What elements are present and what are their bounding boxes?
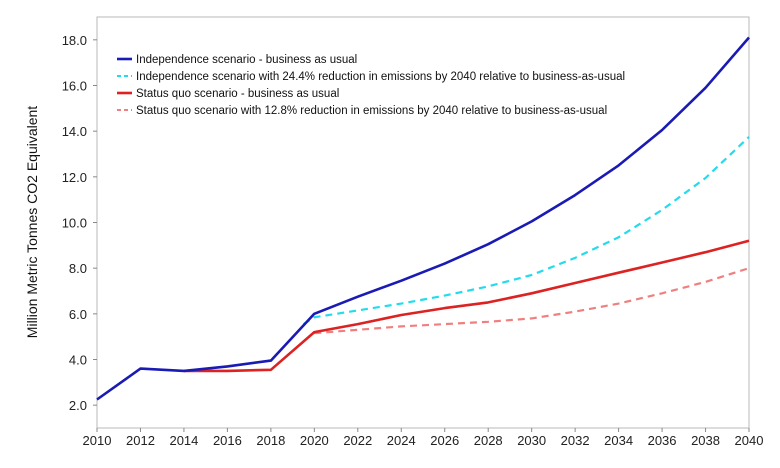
- x-tick-label: 2030: [517, 433, 546, 448]
- legend-label-4: Status quo scenario with 12.8% reduction…: [136, 105, 607, 117]
- series-line-3: [183, 239, 750, 373]
- series-line-2: [302, 136, 750, 326]
- legend: Independence scenario - business as usua…: [117, 54, 625, 117]
- y-tick-label: 4.0: [69, 353, 87, 368]
- legend-label-1: Independence scenario - business as usua…: [136, 54, 357, 66]
- x-tick-label: 2020: [300, 433, 329, 448]
- y-tick-label: 10.0: [62, 216, 87, 231]
- x-tick-label: 2032: [561, 433, 590, 448]
- y-tick-label: 14.0: [62, 124, 87, 139]
- y-tick-label: 2.0: [69, 398, 87, 413]
- y-tick-label: 12.0: [62, 170, 87, 185]
- x-tick-label: 2038: [691, 433, 720, 448]
- series-line-1: [96, 36, 750, 401]
- y-tick-label: 6.0: [69, 307, 87, 322]
- x-tick-label: 2028: [474, 433, 503, 448]
- plot-area: [96, 16, 750, 429]
- x-tick-label: 2012: [126, 433, 155, 448]
- legend-label-2: Independence scenario with 24.4% reducti…: [136, 71, 625, 83]
- x-tick-label: 2018: [256, 433, 285, 448]
- y-tick-label: 8.0: [69, 261, 87, 276]
- x-tick-label: 2024: [387, 433, 416, 448]
- y-axis-ticks: 2.0 4.0 6.0 8.0 10.0 12.0 14.0 16.0 18.0: [62, 33, 97, 413]
- legend-label-3: Status quo scenario - business as usual: [136, 88, 339, 100]
- x-axis-ticks: 2010 2012 2014 2016 2018 2020 2022 2024 2026 2028…: [83, 428, 764, 448]
- x-tick-label: 2010: [83, 433, 112, 448]
- x-tick-label: 2040: [735, 433, 764, 448]
- x-tick-label: 2016: [213, 433, 242, 448]
- x-tick-label: 2022: [343, 433, 372, 448]
- y-tick-label: 18.0: [62, 33, 87, 48]
- series-line-4: [314, 267, 750, 335]
- x-tick-label: 2014: [169, 433, 198, 448]
- series-layer: [96, 36, 750, 401]
- y-axis-label: Million Metric Tonnes CO2 Equivalent: [24, 106, 40, 339]
- x-tick-label: 2036: [648, 433, 677, 448]
- x-tick-label: 2034: [604, 433, 633, 448]
- y-tick-label: 16.0: [62, 79, 87, 94]
- x-tick-label: 2026: [430, 433, 459, 448]
